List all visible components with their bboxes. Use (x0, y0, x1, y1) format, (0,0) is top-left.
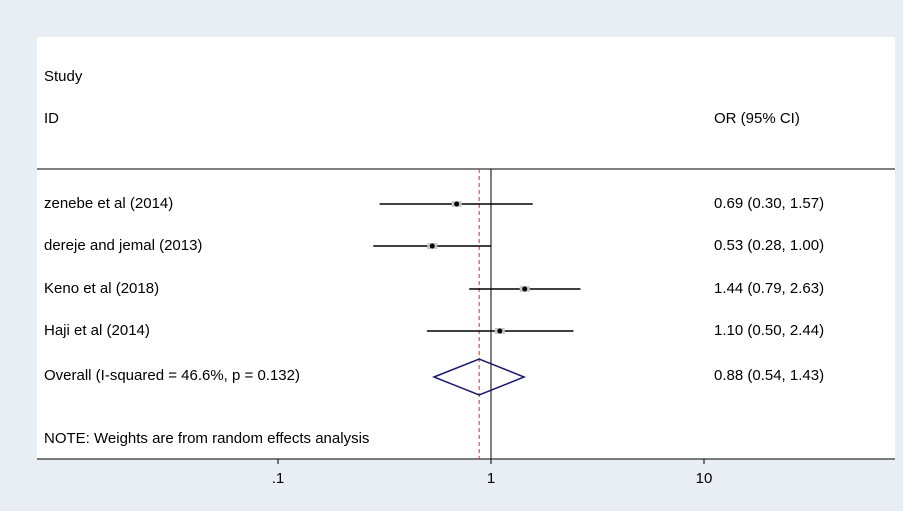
x-tick-label-2: 10 (696, 470, 713, 487)
x-tick-label-0: .1 (272, 470, 285, 487)
overall-diamond (431, 358, 527, 396)
study-label-1: dereje and jemal (2013) (44, 237, 203, 254)
overall-label: Overall (I-squared = 46.6%, p = 0.132) (44, 367, 300, 384)
study-point-0 (454, 201, 460, 207)
study-point-1 (429, 243, 435, 249)
study-or-1: 0.53 (0.28, 1.00) (714, 237, 825, 254)
study-or-3: 1.10 (0.50, 2.44) (714, 322, 825, 339)
study-label-0: zenebe et al (2014) (44, 195, 174, 212)
study-point-3 (497, 328, 503, 334)
plot-panel (37, 37, 895, 459)
header-study: Study (44, 68, 83, 85)
study-label-3: Haji et al (2014) (44, 322, 150, 339)
study-label-2: Keno et al (2018) (44, 280, 160, 297)
overall-or: 0.88 (0.54, 1.43) (714, 367, 825, 384)
header-id: ID (44, 110, 59, 127)
study-or-2: 1.44 (0.79, 2.63) (714, 280, 825, 297)
study-point-2 (522, 286, 528, 292)
header-or-ci: OR (95% CI) (714, 110, 800, 127)
footnote: NOTE: Weights are from random effects an… (44, 430, 370, 447)
x-tick-label-1: 1 (487, 470, 495, 487)
study-or-0: 0.69 (0.30, 1.57) (714, 195, 825, 212)
